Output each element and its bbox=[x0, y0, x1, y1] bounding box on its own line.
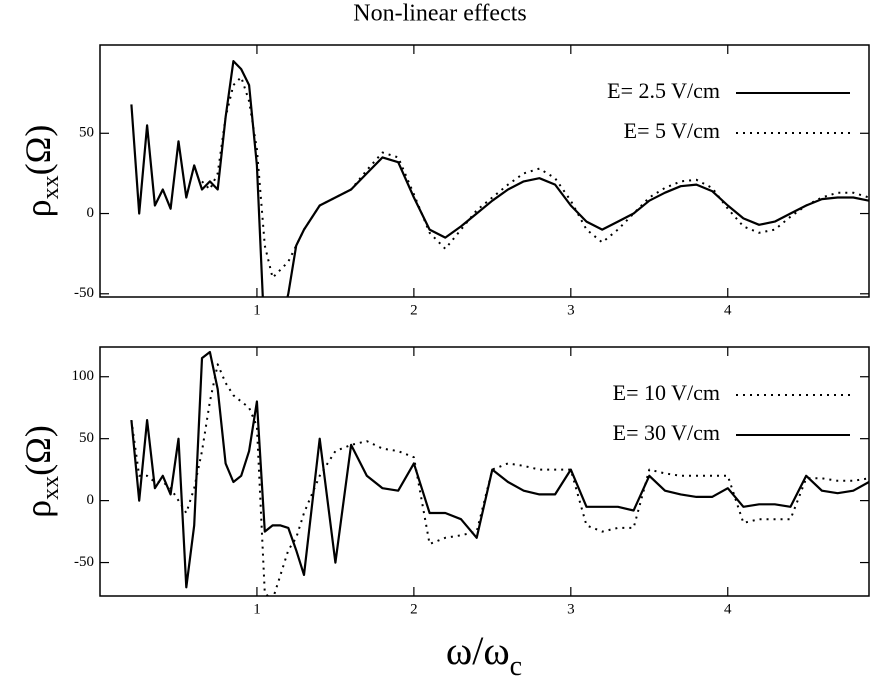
x-tick-label: 2 bbox=[410, 302, 418, 318]
y-tick-label: 50 bbox=[79, 125, 94, 141]
x-tick-label: 3 bbox=[567, 601, 575, 617]
y-axis-label: ρxx(Ω) bbox=[18, 425, 63, 518]
y-axis-label-part: xx bbox=[38, 476, 64, 500]
x-axis-label-part: ω/ω bbox=[446, 628, 510, 673]
plot-frame bbox=[99, 44, 870, 298]
y-tick-label: 100 bbox=[72, 368, 95, 384]
legend-label: E= 2.5 V/cm bbox=[607, 78, 720, 103]
y-tick-label: 50 bbox=[79, 430, 94, 446]
series-line bbox=[130, 60, 869, 297]
x-tick-label: 1 bbox=[253, 601, 261, 617]
legend-label: E= 10 V/cm bbox=[613, 380, 720, 405]
series-line bbox=[130, 350, 869, 589]
x-axis-label: ω/ωc bbox=[446, 628, 522, 682]
x-axis-label-part: c bbox=[510, 651, 522, 682]
series-line bbox=[201, 76, 869, 279]
y-axis-label-part: (Ω) bbox=[18, 125, 58, 176]
x-tick-label: 2 bbox=[410, 601, 418, 617]
y-axis-label: ρxx(Ω) bbox=[18, 125, 63, 218]
x-tick-label: 3 bbox=[567, 302, 575, 318]
y-tick-label: 0 bbox=[87, 492, 95, 508]
y-tick-label: -50 bbox=[74, 554, 94, 570]
x-tick-label: 4 bbox=[724, 601, 732, 617]
x-tick-label: 1 bbox=[253, 302, 261, 318]
y-axis-label-part: (Ω) bbox=[18, 425, 58, 476]
chart-title: Non-linear effects bbox=[353, 1, 526, 27]
legend-label: E= 5 V/cm bbox=[624, 118, 720, 143]
y-axis-label-part: ρ bbox=[18, 500, 58, 518]
y-axis-label-part: xx bbox=[38, 175, 64, 199]
series-line bbox=[130, 363, 869, 596]
legend-label: E= 30 V/cm bbox=[613, 420, 720, 445]
plot-lines bbox=[130, 60, 869, 297]
y-tick-label: -50 bbox=[74, 285, 94, 301]
x-tick-label: 4 bbox=[724, 302, 732, 318]
y-axis-label-part: ρ bbox=[18, 199, 58, 217]
plot-lines bbox=[130, 350, 869, 596]
plot-frame bbox=[99, 346, 870, 597]
y-tick-label: 0 bbox=[87, 205, 95, 221]
